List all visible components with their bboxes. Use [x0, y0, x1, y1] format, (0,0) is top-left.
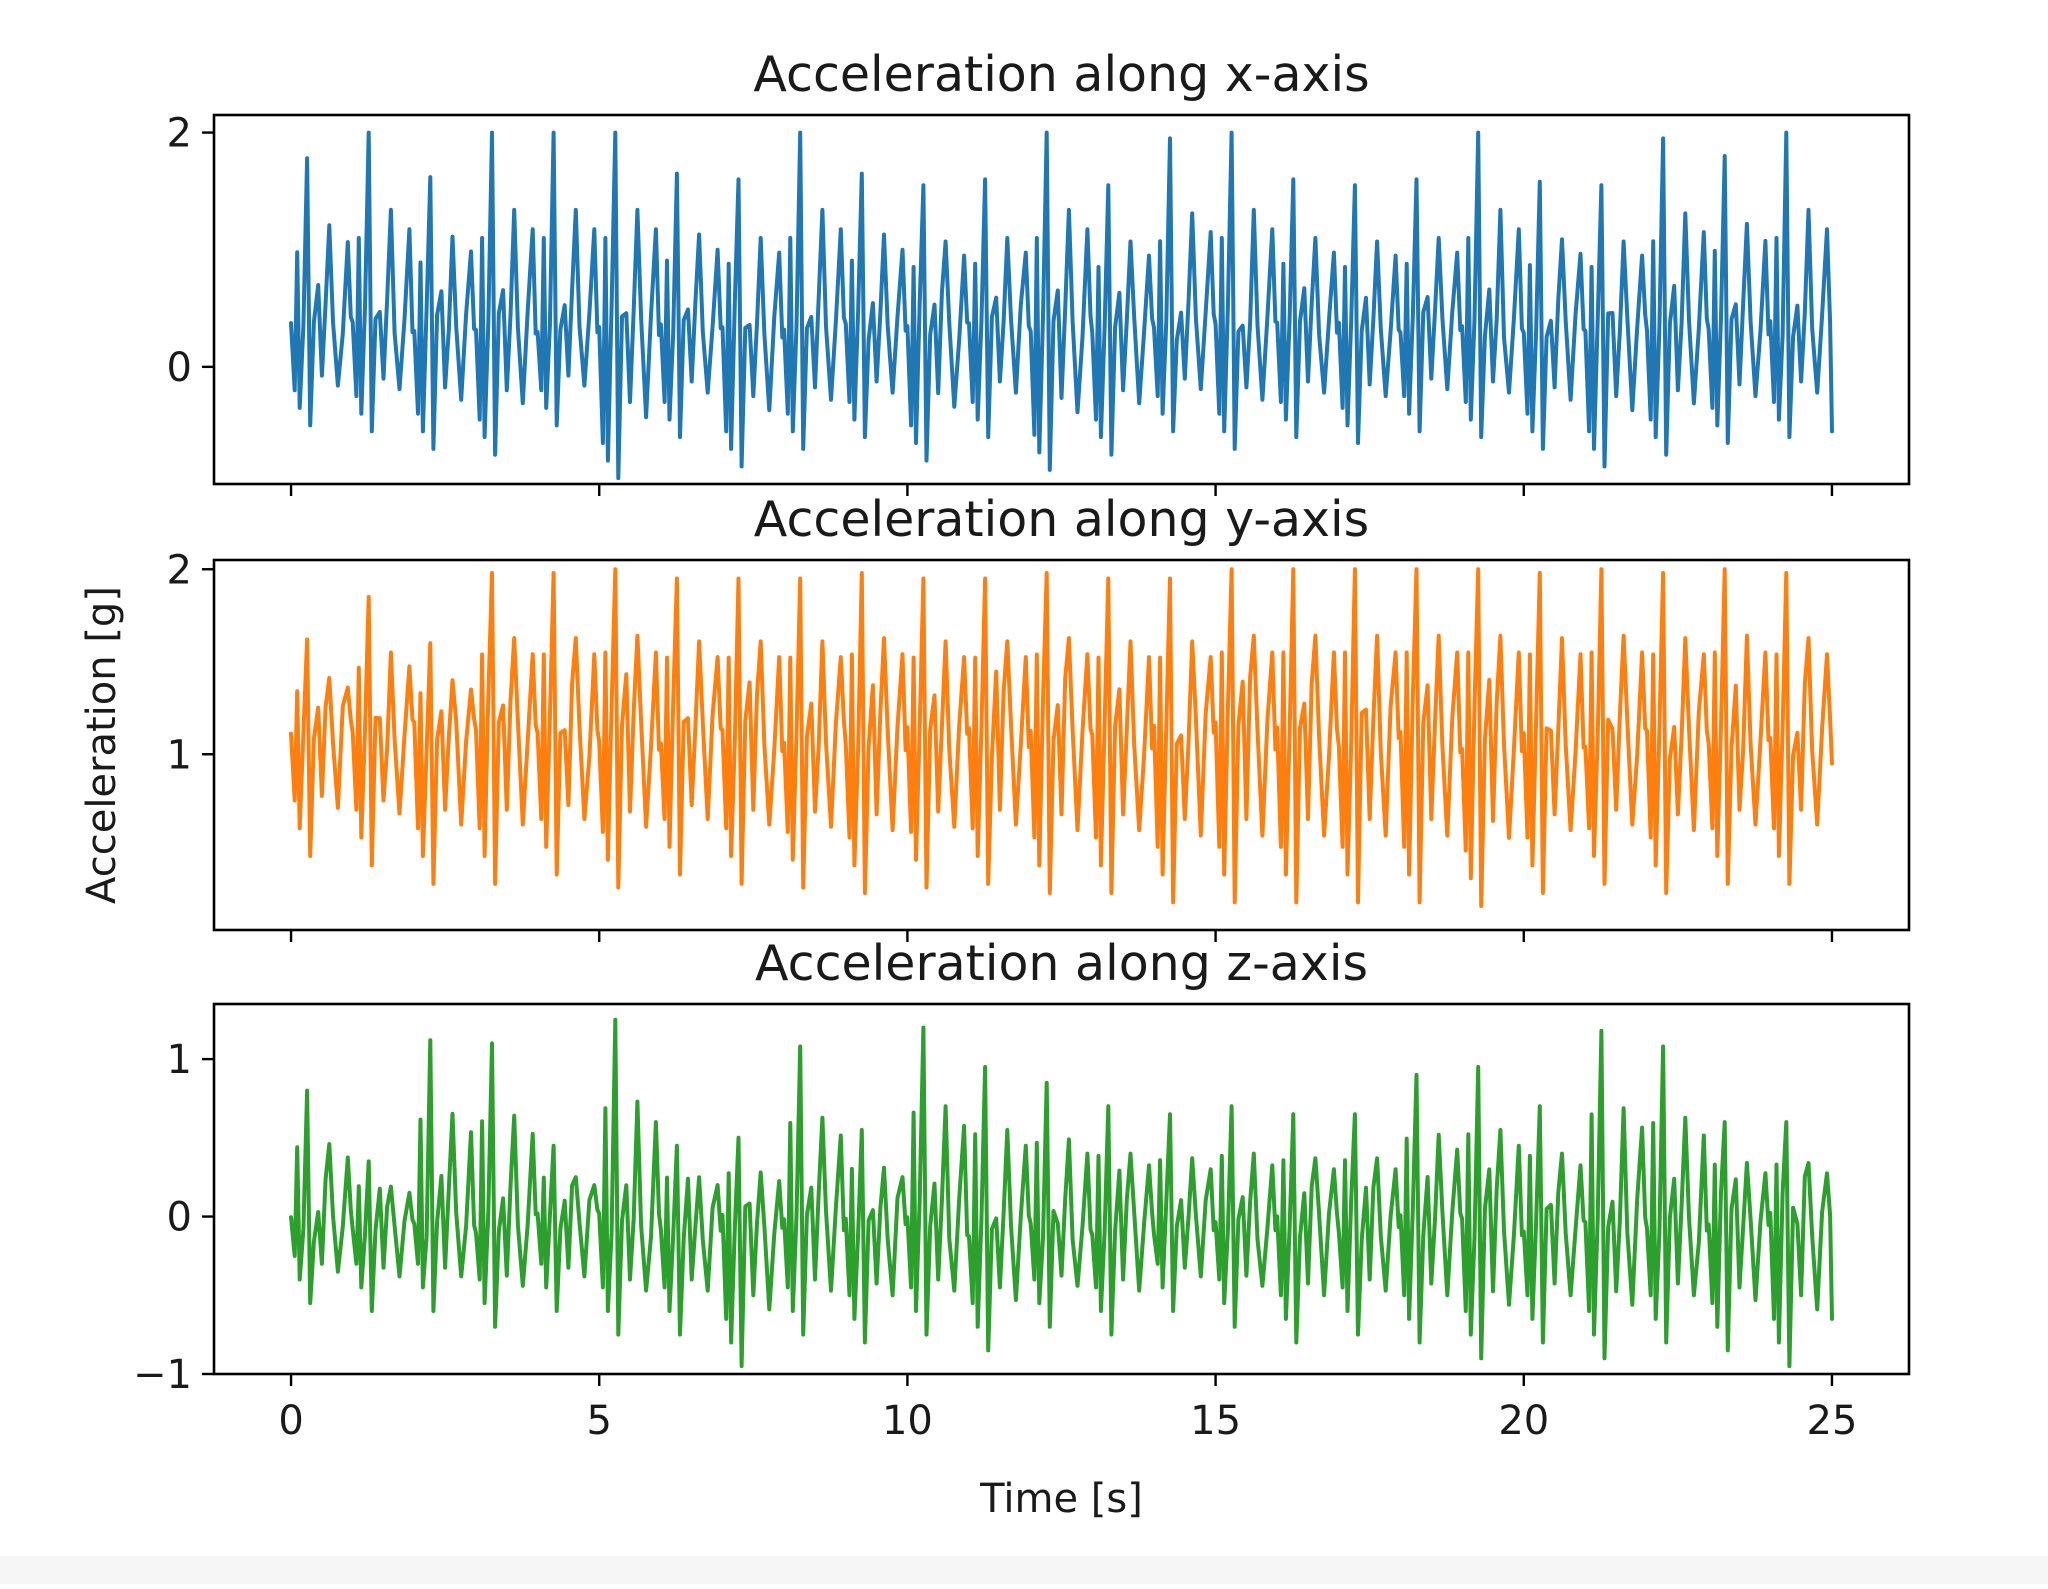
- axes-frame-3: [212, 1002, 1911, 1376]
- subplot-title-2: Acceleration along y-axis: [754, 491, 1369, 548]
- y-tick-label: 2: [167, 111, 192, 157]
- y-tick-label: 1: [167, 732, 192, 778]
- axes-frame-2: [212, 558, 1911, 932]
- x-tick-label: 20: [1498, 1398, 1549, 1444]
- series-line-2: [289, 567, 1834, 908]
- x-tick-label: 0: [278, 1398, 303, 1444]
- subplot-title-3: Acceleration along z-axis: [755, 935, 1368, 992]
- series-line-1: [289, 130, 1834, 481]
- y-axis-label: Acceleration [g]: [79, 586, 125, 904]
- x-tick-label: 5: [587, 1398, 612, 1444]
- x-tick-label: 10: [882, 1398, 933, 1444]
- y-tick-label: −1: [133, 1352, 192, 1398]
- y-tick-label: 2: [167, 547, 192, 593]
- subplot-title-1: Acceleration along x-axis: [753, 46, 1369, 103]
- axes-frame-1: [212, 113, 1911, 486]
- series-line-3: [289, 1017, 1834, 1369]
- bottom-strip: [0, 1556, 2048, 1584]
- y-tick-label: 0: [167, 345, 192, 391]
- x-tick-label: 15: [1190, 1398, 1241, 1444]
- x-axis-label: Time [s]: [979, 1476, 1143, 1522]
- x-tick-label: 25: [1807, 1398, 1858, 1444]
- y-tick-label: 0: [167, 1195, 192, 1241]
- y-tick-label: 1: [167, 1037, 192, 1083]
